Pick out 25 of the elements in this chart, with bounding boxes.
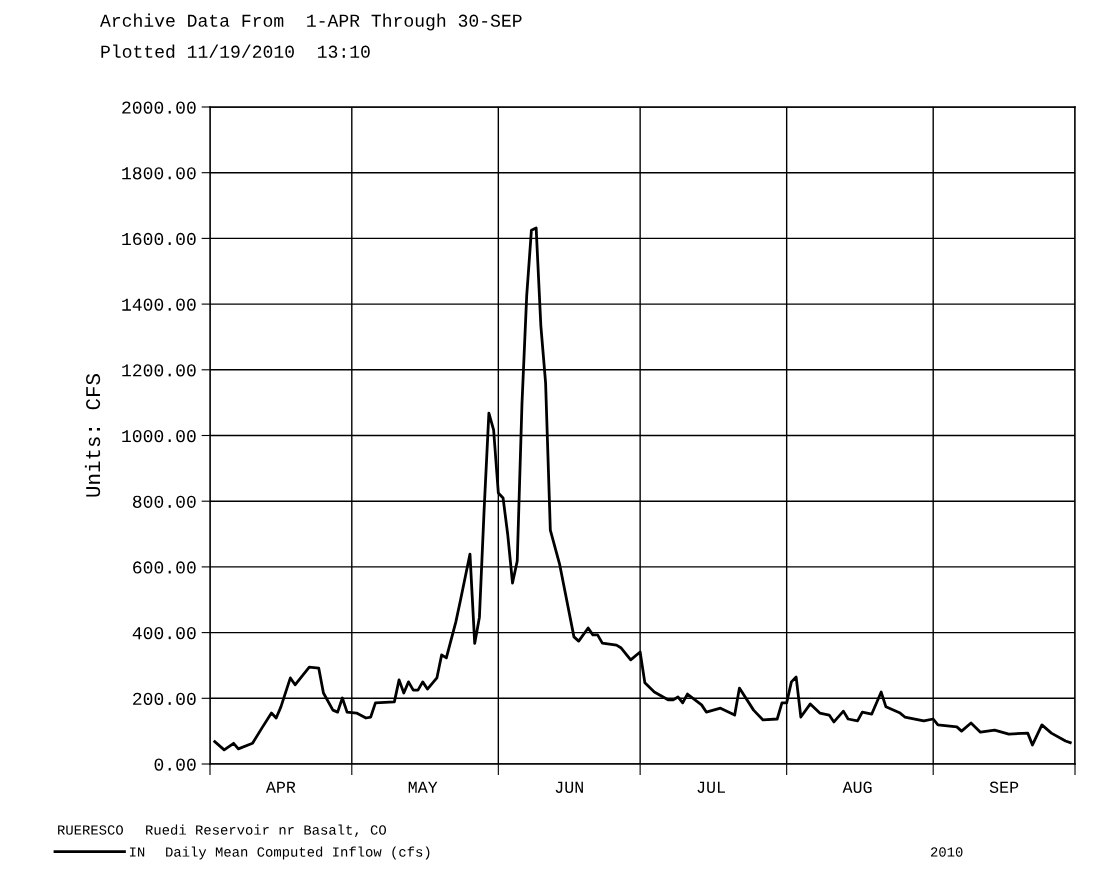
text: Daily Mean Computed Inflow (cfs) bbox=[166, 846, 430, 860]
y-tick-label: 0.00 bbox=[154, 758, 196, 771]
y-tick-label: 1800.00 bbox=[122, 167, 196, 180]
x-tick-label: AUG bbox=[842, 781, 872, 793]
x-tick-label: SEP bbox=[989, 781, 1019, 793]
y-tick-label: 1400.00 bbox=[122, 298, 196, 311]
text: Ruedi Reservoir nr Basalt, CO bbox=[146, 824, 387, 838]
legend-label: IN bbox=[129, 847, 145, 857]
text: RUERESCO bbox=[58, 825, 123, 835]
x-tick-label: APR bbox=[265, 781, 296, 793]
y-tick-label: 1000.00 bbox=[122, 429, 196, 443]
chart-subtitle: Plotted 11/19/2010 13:10 bbox=[101, 44, 370, 58]
x-tick-label: MAY bbox=[408, 781, 438, 793]
y-tick-label: 600.00 bbox=[133, 561, 196, 574]
chart-title: Archive Data From 1-APR Through 30-SEP bbox=[100, 13, 522, 31]
y-tick-label: 1600.00 bbox=[122, 232, 196, 246]
y-tick-label: 800.00 bbox=[132, 495, 196, 508]
y-tick-label: 400.00 bbox=[132, 627, 196, 640]
y-tick-label: 1200.00 bbox=[122, 364, 196, 377]
x-tick-label: JUN bbox=[555, 781, 583, 793]
y-tick-label: 200.00 bbox=[133, 692, 196, 706]
y-tick-label: 2000.00 bbox=[122, 101, 196, 114]
x-tick-label: JUL bbox=[697, 781, 725, 793]
text: 2010 bbox=[930, 847, 963, 857]
y-axis-title: Units: CFS bbox=[84, 374, 101, 497]
